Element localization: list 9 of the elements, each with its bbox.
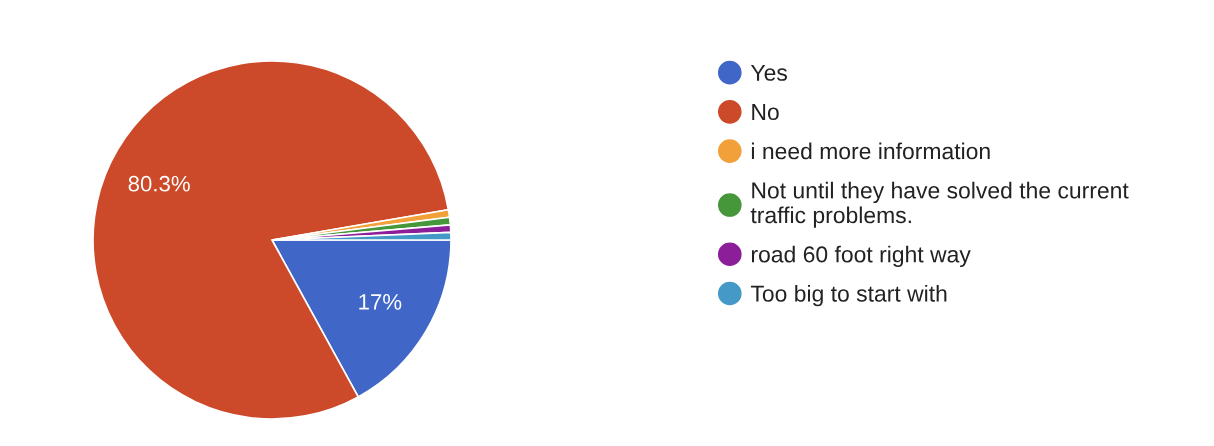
legend-label: road 60 foot right way <box>751 245 971 268</box>
legend-label: Too big to start with <box>750 284 947 307</box>
legend-label: Not until they have solved the current traffic problems. <box>750 181 1129 228</box>
data-label: 80.3% <box>128 175 190 192</box>
legend-label: No <box>752 104 779 121</box>
legend-label: Yes <box>750 64 787 81</box>
legend-label: i need more information <box>751 142 990 160</box>
data-label: 17% <box>359 294 402 310</box>
pie-slice <box>92 60 450 420</box>
